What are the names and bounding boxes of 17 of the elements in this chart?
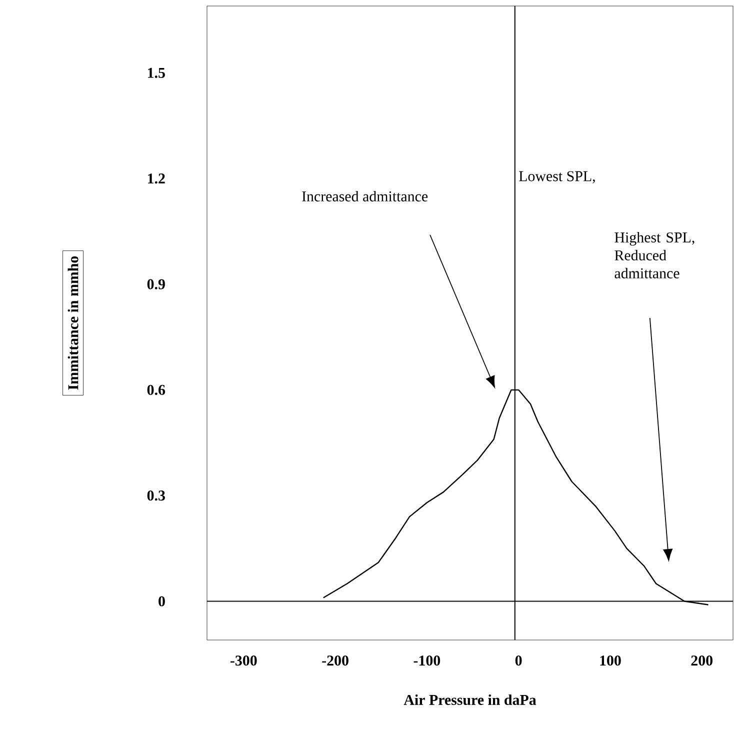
- y-tick-label: 0.6: [147, 384, 166, 395]
- y-tick-label: 0: [158, 596, 165, 606]
- y-tick-label: 1.2: [148, 174, 165, 184]
- y-tick-label: 0.9: [147, 279, 165, 290]
- x-tick-label: -200: [322, 656, 348, 666]
- annotation: Highest SPL, Reduced admittance: [614, 232, 694, 278]
- y-tick-label: 1.5: [148, 68, 165, 78]
- x-tick-label: 200: [691, 656, 712, 666]
- y-axis-title: Immittance in mmho: [68, 256, 78, 390]
- annotation: Increased admittance: [302, 190, 428, 202]
- x-axis-title: Air Pressure in daPa: [404, 694, 536, 705]
- x-tick-label: -100: [414, 656, 440, 666]
- x-tick-label: 0: [515, 656, 522, 666]
- annotation: Lowest SPL,: [519, 171, 595, 184]
- x-tick-label: 100: [600, 656, 621, 666]
- x-tick-label: -300: [230, 656, 257, 666]
- y-tick-label: 0.3: [147, 490, 165, 501]
